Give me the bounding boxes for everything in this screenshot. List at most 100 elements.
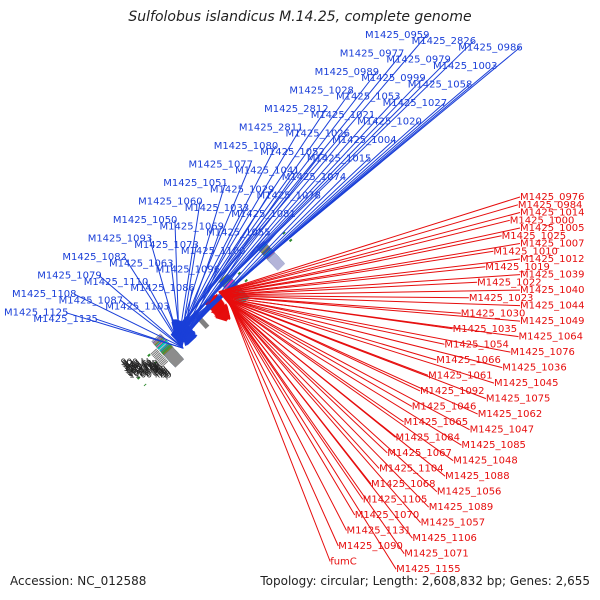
gene-label: M1425_1040 bbox=[520, 285, 585, 296]
gene-label: M1425_1033 bbox=[185, 203, 250, 214]
connector-line bbox=[227, 301, 438, 493]
connector-line bbox=[227, 302, 430, 508]
gene-label: M1425_1015 bbox=[307, 153, 372, 164]
map-title: Sulfolobus islandicus M.14.25, complete … bbox=[128, 9, 472, 25]
gene-label: M1425_1029 bbox=[210, 184, 275, 195]
gene-label: M1425_1044 bbox=[520, 301, 585, 312]
connector-line bbox=[226, 300, 388, 454]
gene-label: M1425_1019 bbox=[485, 262, 550, 273]
gene-label: M1425_1035 bbox=[453, 324, 518, 335]
gene-label: M1425_0989 bbox=[315, 67, 380, 78]
tick-mark bbox=[153, 352, 161, 359]
gene-label: M1425_1080 bbox=[214, 141, 279, 152]
connector-line bbox=[228, 303, 413, 539]
tick-label: 1100 kbp bbox=[129, 370, 172, 380]
gc-dot-ring bbox=[130, 368, 147, 387]
gene-label: M1425_1054 bbox=[444, 339, 509, 350]
tick-label: 960 kbp bbox=[124, 362, 161, 372]
connector-line bbox=[123, 256, 182, 346]
gene-label: M1425_1007 bbox=[520, 239, 585, 250]
gene-label: fumC bbox=[330, 557, 357, 568]
connector-line bbox=[225, 299, 404, 423]
gene-label: M1425_1046 bbox=[412, 401, 477, 412]
gene-label: M1425_1103 bbox=[105, 302, 170, 313]
connector-line bbox=[229, 304, 405, 554]
gene-label: M1425_1076 bbox=[510, 347, 575, 358]
gene-label: M1425_1064 bbox=[519, 332, 584, 343]
tick-mark bbox=[152, 350, 160, 358]
gene-label: M1425_1023 bbox=[469, 293, 534, 304]
connector-line bbox=[221, 289, 521, 296]
gene-label: M1425_1085 bbox=[461, 440, 526, 451]
connector-line bbox=[222, 295, 461, 314]
gene-label: M1425_1027 bbox=[383, 98, 448, 109]
gene-label: M1425_1060 bbox=[138, 197, 203, 208]
connector-line bbox=[176, 164, 251, 342]
gene-label: M1425_1104 bbox=[379, 463, 444, 474]
connector-line bbox=[218, 196, 521, 293]
gene-label: M1425_1075 bbox=[486, 394, 551, 405]
gene-label: M1425_1022 bbox=[477, 277, 542, 288]
gene-label: M1425_1047 bbox=[470, 425, 535, 436]
connector-line bbox=[179, 232, 269, 345]
gene-label: M1425_1155 bbox=[396, 564, 461, 575]
connector-line bbox=[225, 299, 478, 415]
gene-label: M1425_1048 bbox=[453, 456, 518, 467]
connector-line bbox=[229, 303, 339, 547]
tick-mark bbox=[151, 349, 159, 356]
connector-line bbox=[179, 244, 197, 345]
connector-line bbox=[226, 300, 380, 469]
gene-label: M1425_1106 bbox=[412, 533, 477, 544]
gene-label: M1425_2826 bbox=[412, 36, 477, 47]
genome-summary-text: Topology: circular; Length: 2,608,832 bp… bbox=[260, 574, 590, 588]
gene-label: M1425_1082 bbox=[62, 252, 127, 263]
connector-line bbox=[73, 293, 183, 348]
gene-label: M1425_1004 bbox=[332, 135, 397, 146]
gene-label: M1425_1005 bbox=[520, 223, 585, 234]
tick-label: 1060 kbp bbox=[127, 368, 170, 378]
gene-label: M1425_1050 bbox=[113, 215, 178, 226]
connector-line bbox=[221, 295, 521, 307]
connector-line bbox=[95, 318, 184, 349]
tick-mark bbox=[154, 353, 162, 360]
gene-label: M1425_1039 bbox=[520, 270, 585, 281]
connector-line bbox=[222, 296, 519, 338]
connector-line bbox=[181, 287, 193, 348]
connector-line bbox=[226, 300, 454, 462]
connector-line bbox=[220, 274, 521, 296]
tick-label: 980 kbp bbox=[125, 363, 162, 373]
gene-label: M1425_0984 bbox=[518, 200, 583, 211]
gene-label: M1425_1065 bbox=[404, 417, 469, 428]
gene-label: M1425_0979 bbox=[386, 55, 451, 66]
connector-line bbox=[98, 275, 182, 347]
gene-label: M1425_1125 bbox=[4, 308, 69, 319]
gene-label: M1425_1110 bbox=[84, 277, 149, 288]
connector-line bbox=[219, 243, 521, 294]
connector-line bbox=[145, 281, 183, 347]
gene-label: M1425_1010 bbox=[493, 246, 558, 257]
gene-label: M1425_1105 bbox=[363, 494, 428, 505]
connector-line bbox=[219, 219, 510, 294]
gene-label: M1425_1036 bbox=[502, 363, 567, 374]
connector-line bbox=[223, 297, 429, 376]
feature-block bbox=[164, 347, 185, 368]
plus-strand-gene-mark bbox=[185, 332, 197, 345]
connector-line bbox=[180, 250, 244, 346]
connector-line bbox=[224, 298, 413, 407]
gene-label: M1425_1053 bbox=[336, 92, 401, 103]
connector-line bbox=[177, 182, 226, 343]
tick-mark bbox=[160, 359, 168, 366]
connector-line bbox=[180, 269, 219, 347]
gene-label: M1425_1070 bbox=[355, 510, 420, 521]
gc-dot-ring bbox=[147, 353, 164, 371]
gene-label: M1425_1052 bbox=[260, 147, 325, 158]
tick-label: 1080 kbp bbox=[128, 369, 171, 379]
gene-label: M1425_1092 bbox=[420, 386, 485, 397]
gene-label: M1425_1030 bbox=[461, 308, 526, 319]
connector-line bbox=[177, 189, 273, 343]
gene-label: M1425_1100 bbox=[181, 246, 246, 257]
gene-label: M1425_1028 bbox=[289, 86, 354, 97]
connector-line bbox=[166, 306, 184, 349]
